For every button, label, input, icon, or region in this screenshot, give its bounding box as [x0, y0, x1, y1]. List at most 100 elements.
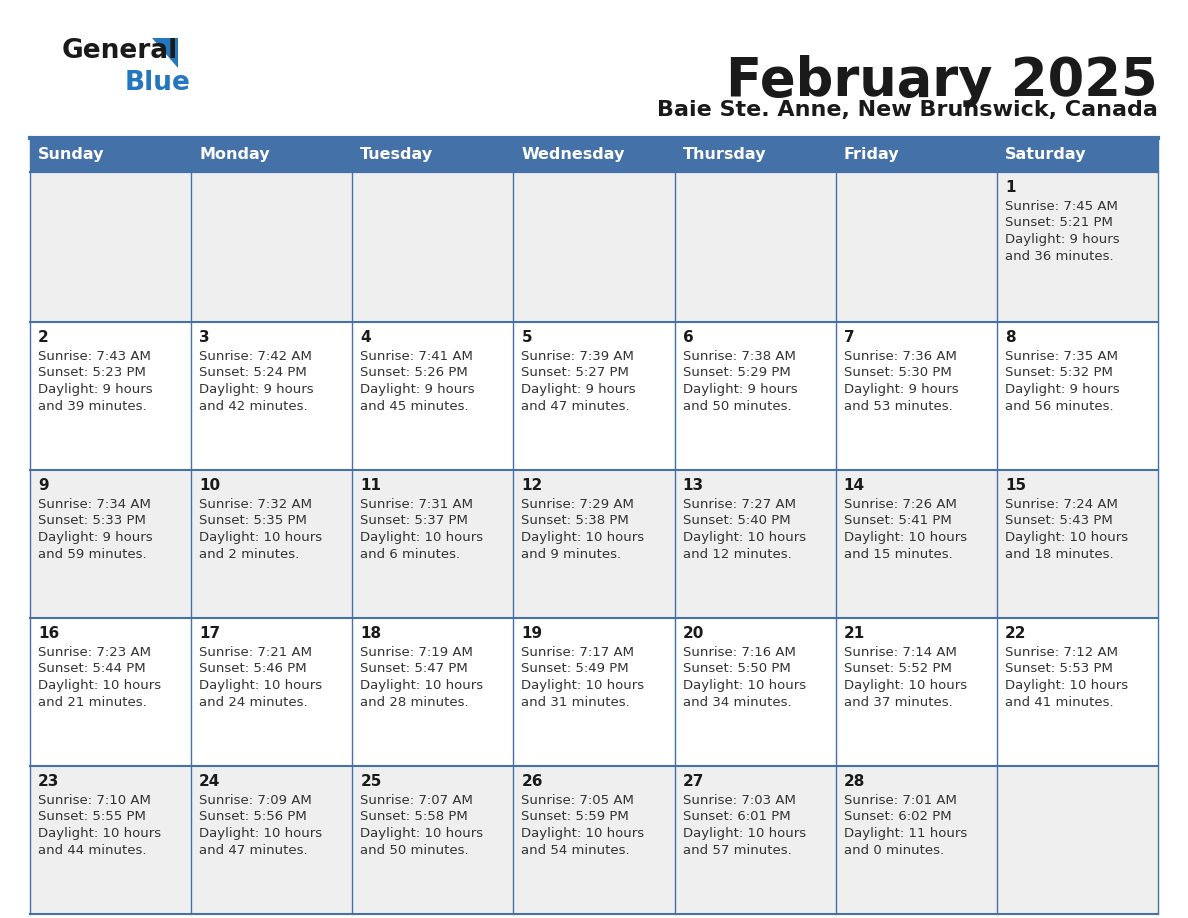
Text: 17: 17 [200, 626, 220, 641]
Text: and 41 minutes.: and 41 minutes. [1005, 696, 1113, 709]
Text: Sunrise: 7:19 AM: Sunrise: 7:19 AM [360, 646, 473, 659]
Text: and 59 minutes.: and 59 minutes. [38, 547, 146, 561]
Text: Sunset: 5:53 PM: Sunset: 5:53 PM [1005, 663, 1113, 676]
Text: and 50 minutes.: and 50 minutes. [360, 844, 469, 856]
Bar [353, 172, 513, 322]
Text: and 47 minutes.: and 47 minutes. [200, 844, 308, 856]
Text: 10: 10 [200, 478, 220, 493]
Text: 18: 18 [360, 626, 381, 641]
Bar [353, 766, 513, 914]
Text: and 15 minutes.: and 15 minutes. [843, 547, 953, 561]
Text: Sunrise: 7:35 AM: Sunrise: 7:35 AM [1005, 350, 1118, 363]
Text: Daylight: 9 hours: Daylight: 9 hours [38, 531, 152, 544]
Bar [513, 138, 675, 172]
Text: Daylight: 10 hours: Daylight: 10 hours [683, 827, 805, 840]
Text: Daylight: 10 hours: Daylight: 10 hours [360, 679, 484, 692]
Text: Sunset: 5:43 PM: Sunset: 5:43 PM [1005, 514, 1113, 528]
Text: 27: 27 [683, 774, 704, 789]
Text: Baie Ste. Anne, New Brunswick, Canada: Baie Ste. Anne, New Brunswick, Canada [657, 100, 1158, 120]
Text: and 12 minutes.: and 12 minutes. [683, 547, 791, 561]
Bar [191, 618, 353, 766]
Text: Sunrise: 7:38 AM: Sunrise: 7:38 AM [683, 350, 796, 363]
Text: and 6 minutes.: and 6 minutes. [360, 547, 461, 561]
Text: Sunset: 5:50 PM: Sunset: 5:50 PM [683, 663, 790, 676]
Bar [513, 618, 675, 766]
Bar [353, 618, 513, 766]
Bar [675, 766, 835, 914]
Text: and 37 minutes.: and 37 minutes. [843, 696, 953, 709]
Text: Sunset: 5:24 PM: Sunset: 5:24 PM [200, 366, 307, 379]
Bar [513, 766, 675, 914]
Bar [191, 470, 353, 618]
Bar [30, 322, 191, 470]
Bar [997, 470, 1158, 618]
Text: Sunset: 5:46 PM: Sunset: 5:46 PM [200, 663, 307, 676]
Text: 22: 22 [1005, 626, 1026, 641]
Text: Sunrise: 7:39 AM: Sunrise: 7:39 AM [522, 350, 634, 363]
Text: Daylight: 9 hours: Daylight: 9 hours [360, 383, 475, 396]
Text: Sunset: 5:58 PM: Sunset: 5:58 PM [360, 811, 468, 823]
Text: Friday: Friday [843, 148, 899, 162]
Text: Sunrise: 7:23 AM: Sunrise: 7:23 AM [38, 646, 151, 659]
Text: and 54 minutes.: and 54 minutes. [522, 844, 630, 856]
Text: Daylight: 10 hours: Daylight: 10 hours [683, 531, 805, 544]
Text: 1: 1 [1005, 180, 1016, 195]
Text: and 0 minutes.: and 0 minutes. [843, 844, 943, 856]
Text: Sunrise: 7:41 AM: Sunrise: 7:41 AM [360, 350, 473, 363]
Text: and 45 minutes.: and 45 minutes. [360, 399, 469, 412]
Text: Sunset: 5:47 PM: Sunset: 5:47 PM [360, 663, 468, 676]
Text: Sunrise: 7:42 AM: Sunrise: 7:42 AM [200, 350, 312, 363]
Text: Sunrise: 7:32 AM: Sunrise: 7:32 AM [200, 498, 312, 511]
Bar [835, 138, 997, 172]
Text: 3: 3 [200, 330, 210, 345]
Text: 11: 11 [360, 478, 381, 493]
Bar [997, 618, 1158, 766]
Text: Sunset: 5:32 PM: Sunset: 5:32 PM [1005, 366, 1113, 379]
Text: 14: 14 [843, 478, 865, 493]
Bar [835, 172, 997, 322]
Text: Sunset: 5:33 PM: Sunset: 5:33 PM [38, 514, 146, 528]
Text: Sunrise: 7:16 AM: Sunrise: 7:16 AM [683, 646, 796, 659]
Text: Sunset: 5:41 PM: Sunset: 5:41 PM [843, 514, 952, 528]
Text: Sunrise: 7:01 AM: Sunrise: 7:01 AM [843, 794, 956, 807]
Text: Sunset: 5:23 PM: Sunset: 5:23 PM [38, 366, 146, 379]
Text: and 21 minutes.: and 21 minutes. [38, 696, 147, 709]
Bar [191, 138, 353, 172]
Text: Sunrise: 7:05 AM: Sunrise: 7:05 AM [522, 794, 634, 807]
Text: 4: 4 [360, 330, 371, 345]
Text: and 39 minutes.: and 39 minutes. [38, 399, 146, 412]
Bar [835, 322, 997, 470]
Text: Daylight: 9 hours: Daylight: 9 hours [843, 383, 959, 396]
Text: 20: 20 [683, 626, 704, 641]
Bar [353, 322, 513, 470]
Text: and 18 minutes.: and 18 minutes. [1005, 547, 1113, 561]
Text: and 31 minutes.: and 31 minutes. [522, 696, 630, 709]
Text: Sunrise: 7:36 AM: Sunrise: 7:36 AM [843, 350, 956, 363]
Text: Tuesday: Tuesday [360, 148, 434, 162]
Text: 2: 2 [38, 330, 49, 345]
Text: Sunrise: 7:10 AM: Sunrise: 7:10 AM [38, 794, 151, 807]
Text: Daylight: 10 hours: Daylight: 10 hours [1005, 679, 1127, 692]
Text: Sunset: 5:29 PM: Sunset: 5:29 PM [683, 366, 790, 379]
Bar [30, 618, 191, 766]
Text: and 9 minutes.: and 9 minutes. [522, 547, 621, 561]
Text: and 2 minutes.: and 2 minutes. [200, 547, 299, 561]
Bar [191, 172, 353, 322]
Text: February 2025: February 2025 [726, 55, 1158, 107]
Text: 24: 24 [200, 774, 221, 789]
Text: Daylight: 9 hours: Daylight: 9 hours [200, 383, 314, 396]
Text: Sunset: 6:02 PM: Sunset: 6:02 PM [843, 811, 952, 823]
Text: Daylight: 10 hours: Daylight: 10 hours [360, 531, 484, 544]
Text: Daylight: 9 hours: Daylight: 9 hours [38, 383, 152, 396]
Text: Blue: Blue [125, 70, 191, 96]
Text: 9: 9 [38, 478, 49, 493]
Text: Sunrise: 7:26 AM: Sunrise: 7:26 AM [843, 498, 956, 511]
Text: 19: 19 [522, 626, 543, 641]
Text: 5: 5 [522, 330, 532, 345]
Polygon shape [152, 38, 178, 68]
Text: Sunset: 5:26 PM: Sunset: 5:26 PM [360, 366, 468, 379]
Text: and 42 minutes.: and 42 minutes. [200, 399, 308, 412]
Text: Sunrise: 7:45 AM: Sunrise: 7:45 AM [1005, 200, 1118, 213]
Text: Sunset: 5:21 PM: Sunset: 5:21 PM [1005, 217, 1113, 230]
Text: Sunrise: 7:12 AM: Sunrise: 7:12 AM [1005, 646, 1118, 659]
